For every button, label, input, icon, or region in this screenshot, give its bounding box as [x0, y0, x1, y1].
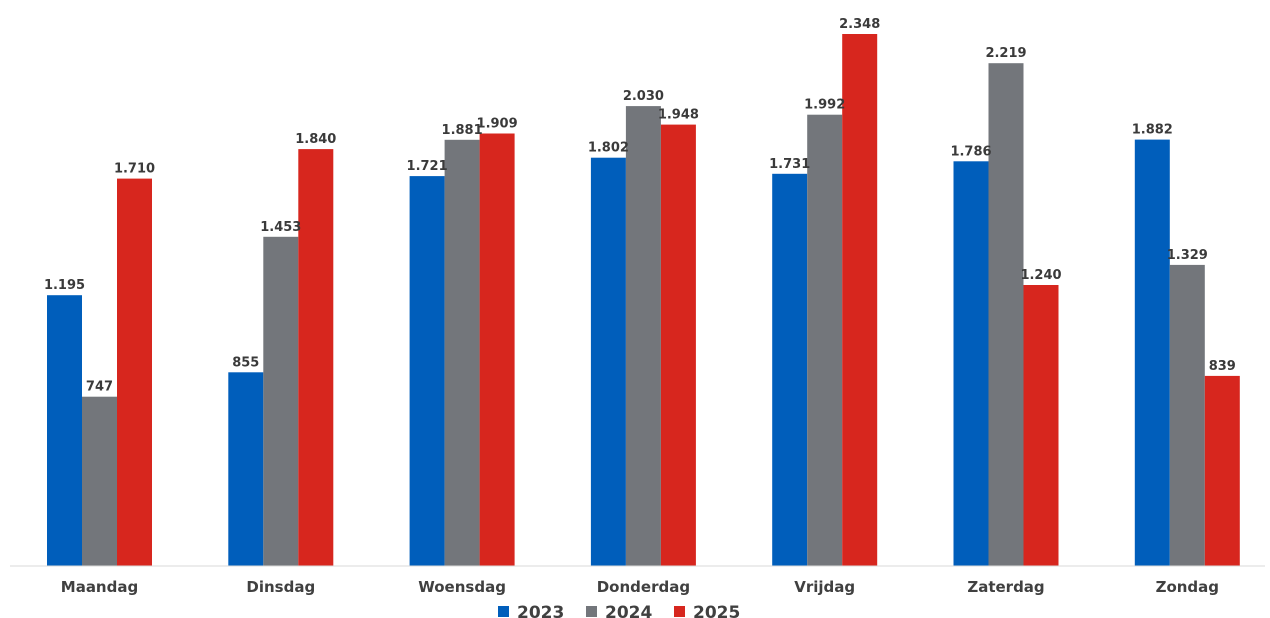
bar-2024-dinsdag	[263, 236, 299, 567]
category-label-donderdag: Donderdag	[597, 578, 690, 596]
bar-2024-vrijdag	[807, 114, 843, 566]
bar-2025-zondag	[1204, 375, 1240, 566]
value-label-2024-dinsdag: 1.453	[260, 220, 301, 235]
bar-2024-woensdag	[444, 139, 480, 567]
value-label-2025-donderdag: 1.948	[658, 108, 699, 123]
value-label-2023-maandag: 1.195	[44, 278, 85, 293]
bar-2024-zondag	[1169, 264, 1205, 566]
bar-2025-woensdag	[479, 133, 515, 566]
value-label-2025-dinsdag: 1.840	[295, 132, 336, 147]
value-label-2025-vrijdag: 2.348	[839, 17, 880, 32]
bar-2024-donderdag	[625, 106, 661, 566]
legend-swatch-2023	[498, 606, 509, 617]
bar-2023-vrijdag	[772, 173, 808, 567]
value-labels-group: 1.195 747 1.710 855 1.453 1.840 1.721 1.8811.90…	[44, 17, 1236, 395]
bar-2024-maandag	[82, 396, 117, 566]
value-label-2025-woensdag: 1.909	[477, 117, 518, 132]
category-label-woensdag: Woensdag	[418, 578, 506, 596]
category-label-zondag: Zondag	[1156, 578, 1219, 596]
bars-group	[47, 34, 1240, 567]
value-label-2023-dinsdag: 855	[232, 355, 259, 370]
bar-2025-maandag	[117, 178, 152, 566]
legend: 2023 2024 2025	[498, 603, 740, 618]
value-label-2025-zondag: 839	[1209, 359, 1236, 374]
bar-2023-maandag	[47, 295, 82, 566]
value-label-2024-maandag: 747	[86, 380, 113, 395]
value-label-2023-zondag: 1.882	[1132, 123, 1173, 138]
category-label-vrijdag: Vrijdag	[794, 578, 855, 596]
value-label-2023-vrijdag: 1.731	[769, 157, 810, 172]
category-labels-group: Maandag Dinsdag Woensdag Donderdag Vrijdag Za…	[61, 578, 1219, 596]
bar-2023-woensdag	[409, 176, 445, 566]
value-label-2023-zaterdag: 1.786	[950, 144, 991, 159]
value-label-2025-zaterdag: 1.240	[1020, 268, 1061, 283]
category-label-maandag: Maandag	[61, 578, 138, 596]
bar-2023-dinsdag	[228, 372, 264, 566]
bar-2023-zaterdag	[953, 161, 989, 567]
value-label-2024-vrijdag: 1.992	[804, 98, 845, 113]
value-label-2023-donderdag: 1.802	[588, 141, 629, 156]
bar-2025-dinsdag	[298, 149, 334, 566]
legend-label-2025: 2025	[693, 603, 740, 618]
bar-2025-zaterdag	[1023, 285, 1059, 566]
legend-label-2023: 2023	[517, 603, 564, 618]
legend-label-2024: 2024	[605, 603, 652, 618]
value-label-2025-maandag: 1.710	[114, 162, 155, 177]
bar-2025-vrijdag	[842, 34, 878, 566]
legend-swatch-2024	[586, 606, 597, 617]
value-label-2023-woensdag: 1.721	[407, 159, 448, 174]
value-label-2024-donderdag: 2.030	[623, 89, 664, 104]
value-label-2024-zondag: 1.329	[1167, 248, 1208, 263]
category-label-zaterdag: Zaterdag	[967, 578, 1044, 596]
bar-2025-donderdag	[660, 124, 696, 566]
bar-2024-zaterdag	[988, 63, 1024, 566]
value-label-2024-woensdag: 1.881	[442, 123, 483, 138]
legend-swatch-2025	[674, 606, 685, 617]
bar-2023-zondag	[1134, 139, 1170, 566]
category-label-dinsdag: Dinsdag	[246, 578, 315, 596]
bar-2023-donderdag	[590, 157, 626, 566]
value-label-2024-zaterdag: 2.219	[985, 46, 1026, 61]
